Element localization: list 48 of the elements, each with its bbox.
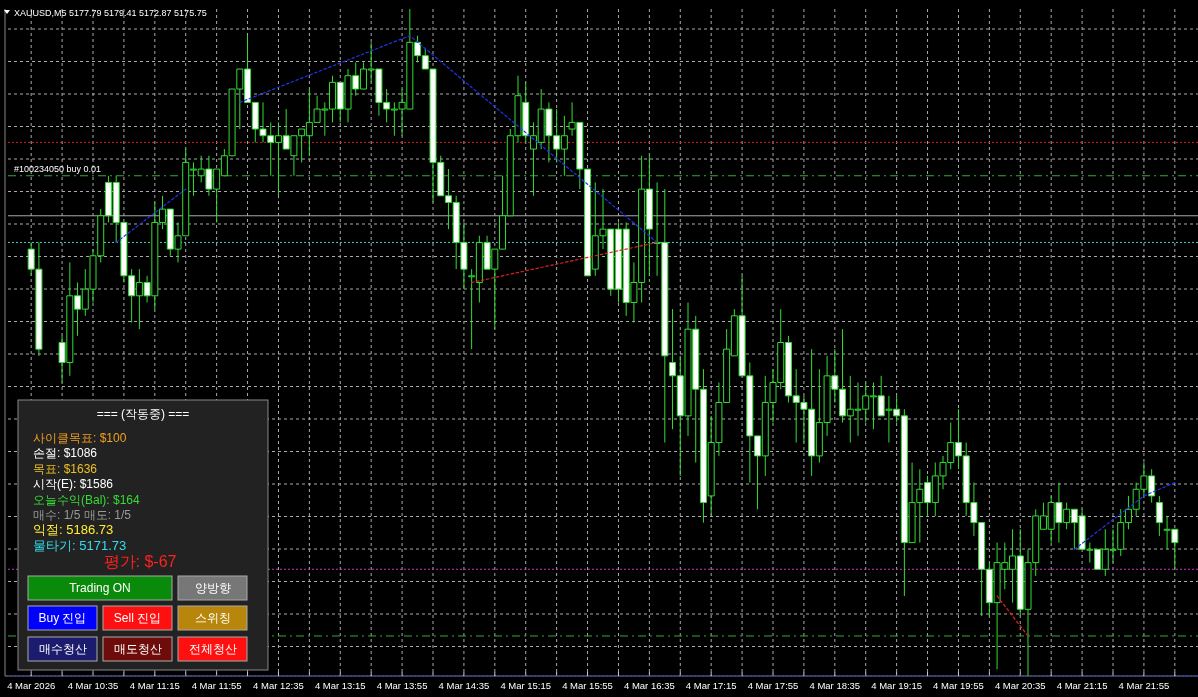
x-tick-label: 4 Mar 14:35 [438, 680, 490, 691]
annotation: 양방향 [194, 581, 231, 595]
annotation: 스위칭 [194, 611, 231, 625]
x-tick-label: 4 Mar 15:15 [500, 680, 552, 691]
x-tick-label: 4 Mar 10:35 [67, 680, 119, 691]
candlestick [1155, 495, 1163, 537]
annotation: 매수: 1/5 매도: 1/5 [33, 508, 132, 522]
x-tick-label: 4 Mar 21:55 [1118, 680, 1170, 691]
x-tick-label: 4 Mar 2026 [7, 680, 56, 691]
x-tick-label: 4 Mar 19:55 [933, 680, 984, 691]
annotation: 매도청산 [113, 642, 162, 656]
x-tick-label: 4 Mar 17:55 [747, 680, 799, 691]
button: 매수청산 [27, 636, 98, 662]
annotation: 오늘수익(Bal): $164 [33, 492, 141, 507]
button: 전체청산 [177, 636, 248, 662]
annotation: Sell 진입 [113, 611, 162, 625]
x-tick-label: 4 Mar 13:15 [314, 680, 366, 691]
annotation: 목표: $1636 [33, 461, 98, 476]
x-tick-label: 4 Mar 19:15 [871, 680, 922, 691]
x-tick-label: 4 Mar 20:35 [994, 680, 1046, 691]
annotation: 매수청산 [38, 642, 87, 656]
annotation: 시작(E): $1586 [33, 477, 114, 492]
annotation: Trading ON [69, 581, 131, 595]
x-tick-label: 4 Mar 11:15 [129, 680, 180, 691]
chart-title: XAUUSD,M5 5177.79 5179.41 5172.87 5175.75 [14, 8, 207, 18]
text: === (작동중) === [96, 407, 190, 421]
x-tick-label: 4 Mar 11:55 [191, 680, 242, 691]
x-tick-label: 4 Mar 18:35 [809, 680, 861, 691]
annotation: 물타기: 5171.73 [33, 537, 127, 553]
annotation: Buy 진입 [38, 611, 87, 625]
annotation: 손절: $1086 [33, 446, 98, 461]
button: 스위칭 [177, 605, 248, 631]
x-tick-label: 4 Mar 17:15 [685, 680, 737, 691]
x-tick-label: 4 Mar 21:15 [1056, 680, 1108, 691]
annotation: 전체청산 [188, 642, 237, 656]
x-tick-label: 4 Mar 12:35 [253, 680, 304, 691]
annotation: 익절: 5186.73 [33, 522, 114, 538]
button: Sell 진입 [102, 605, 173, 631]
x-tick-label: 4 Mar 13:55 [376, 680, 428, 691]
button: 매도청산 [102, 636, 173, 662]
button: Buy 진입 [27, 605, 98, 631]
x-tick-label: 4 Mar 15:55 [562, 680, 613, 691]
annotation: 평가: $-67 [103, 553, 177, 570]
x-tick-label: 4 Mar 16:35 [624, 680, 675, 691]
ref-line-label: #100234050 buy 0.01 [14, 163, 102, 174]
button: Trading ON [27, 575, 173, 601]
annotation: 사이클목표: $100 [33, 431, 127, 445]
button: 양방향 [177, 575, 248, 601]
